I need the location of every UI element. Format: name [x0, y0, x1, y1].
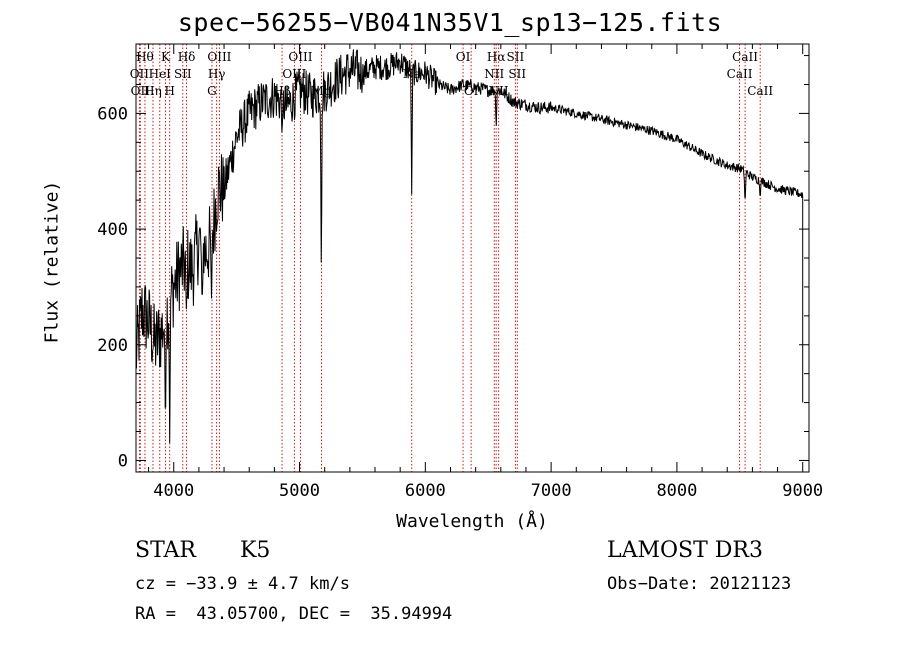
line-label: Hγ: [208, 67, 226, 81]
line-label: SII: [174, 67, 192, 81]
x-tick-label: 4000: [153, 481, 194, 501]
spectrum-series: [135, 49, 804, 444]
plot-frame: [135, 43, 810, 473]
line-label: OII: [130, 67, 150, 81]
x-tick-label: 6000: [405, 481, 446, 501]
line-labels: OIIOIIHθHηHeIKHSIIHδGHγOIIIHβOIIIOIIIMgN…: [130, 50, 774, 98]
line-label: CaII: [747, 84, 773, 98]
line-label: CaII: [727, 67, 753, 81]
y-axis-label: Flux (relative): [41, 180, 63, 344]
axes: 4000 5000 6000 7000 8000 9000 0 200 400 600: [97, 43, 823, 501]
line-label: OI: [456, 50, 471, 64]
line-markers: [138, 44, 761, 472]
line-label: Hδ: [178, 50, 196, 64]
x-tick-label: 8000: [656, 481, 697, 501]
line-label: OII: [131, 84, 151, 98]
line-label: OIII: [288, 50, 312, 64]
x-tick-label: 7000: [531, 481, 572, 501]
y-tick-label: 400: [97, 220, 128, 240]
redshift-value: cz = −33.9 ± 4.7 km/s: [135, 574, 350, 594]
line-label: H: [164, 84, 174, 98]
line-label: Hβ: [273, 84, 290, 98]
line-label: SII: [507, 50, 525, 64]
line-label: OI: [464, 84, 479, 98]
object-subclass: K5: [240, 538, 271, 563]
coordinates: RA = 43.05700, DEC = 35.94994: [135, 604, 453, 624]
survey-name: LAMOST DR3: [607, 538, 763, 563]
y-tick-label: 600: [97, 104, 128, 124]
line-label: G: [207, 84, 217, 98]
line-label: Hη: [144, 84, 162, 98]
line-label: OIII: [282, 67, 306, 81]
line-label: Mg: [312, 84, 332, 98]
line-label: HeI: [149, 67, 172, 81]
chart-title: spec−56255−VB041N35V1_sp13−125.fits: [177, 8, 723, 37]
y-tick-label: 200: [97, 336, 128, 356]
x-tick-label: 9000: [782, 481, 823, 501]
line-label: Hθ: [136, 50, 154, 64]
line-label: CaII: [732, 50, 758, 64]
object-class: STAR: [135, 538, 196, 563]
line-label: K: [161, 50, 171, 64]
line-label: Hα: [487, 50, 506, 64]
obs-date: Obs−Date: 20121123: [607, 574, 792, 594]
x-tick-label: 5000: [279, 481, 320, 501]
line-label: OIII: [207, 50, 231, 64]
spectrum-line: [135, 49, 804, 444]
y-tick-label: 0: [118, 451, 128, 471]
line-label: SII: [508, 67, 526, 81]
line-label: NII: [484, 67, 504, 81]
line-label: NII: [489, 84, 509, 98]
line-label: Na: [403, 67, 421, 81]
x-axis-label: Wavelength (Å): [396, 511, 548, 532]
